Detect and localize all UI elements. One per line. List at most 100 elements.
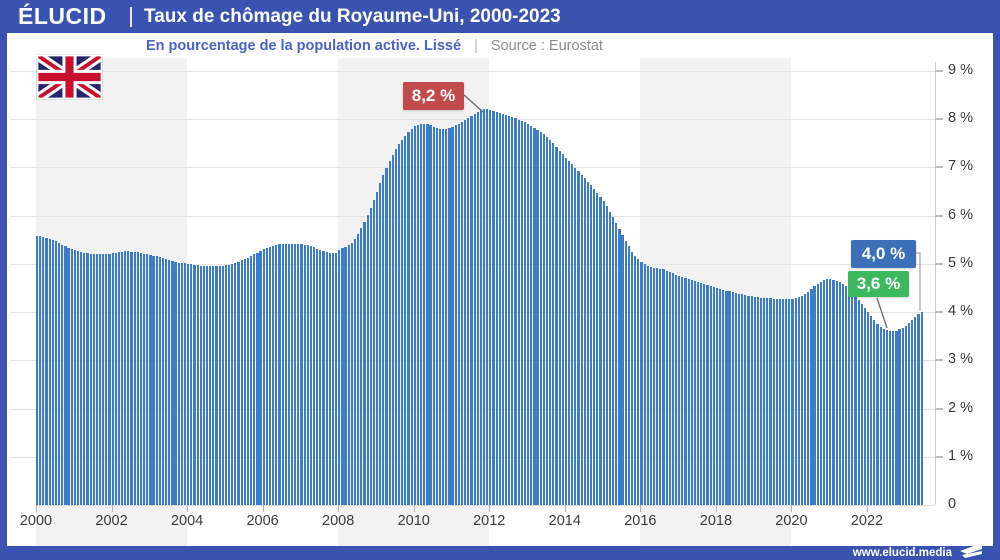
chart-bar [413,126,416,505]
chart-bar [492,110,495,505]
chart-bar [357,234,360,505]
x-axis-label: 2008 [322,513,355,529]
chart-bar [523,122,527,505]
chart-bar [731,292,734,505]
chart-bar [316,248,319,505]
chart-bar [763,297,766,505]
chart-bar [863,308,867,505]
chart-bar [612,217,615,505]
chart-bar [275,245,278,505]
chart-bar [788,299,791,505]
chart-bar [914,317,917,505]
chart-bar [234,262,237,505]
chart-bar [391,155,394,505]
chart-bar [574,167,577,505]
chart-bar [668,271,671,505]
chart-bar [127,251,130,505]
gridline [10,71,935,72]
chart-bar [703,284,706,505]
chart-bar [756,297,759,505]
chart-bar [401,139,404,505]
chart-bar [454,125,457,505]
chart-bar [643,263,646,505]
chart-bar [725,290,728,505]
chart-bar [139,252,143,505]
chart-bar [67,247,70,505]
chart-bar [684,278,687,505]
chart-bar [558,150,561,505]
chart-bar [797,297,800,505]
chart-bar [589,185,593,505]
header-bar: ÉLUCID Taux de chômage du Royaume-Uni, 2… [0,0,1000,33]
chart-bar [152,255,155,505]
chart-bar [505,114,508,505]
x-axis-label: 2022 [850,513,884,529]
chart-bar [608,211,612,505]
chart-bar [319,250,322,505]
chart-bar [854,296,857,505]
chart-bar [602,201,605,505]
chart-bar [552,143,555,505]
chart-bar [876,323,879,505]
chart-bar [901,327,904,505]
chart-bar [353,238,357,505]
chart-bar [460,121,464,505]
chart-bar [571,164,574,505]
chart-bar [678,275,681,505]
chart-bar [508,115,511,505]
chart-bar [429,125,432,505]
chart-bar [95,254,98,505]
chart-bar [659,268,662,505]
chart-bar [80,251,83,505]
chart-bar [627,246,630,505]
chart-bar [158,257,161,505]
chart-bar [136,252,139,505]
chart-bar [149,254,152,505]
chart-bar [536,129,539,505]
chart-bar [750,296,753,505]
y-axis-tick [935,262,943,265]
chart-bar [807,291,810,505]
chart-bar [681,277,684,505]
chart-bar [892,331,895,505]
chart-bar [61,244,64,505]
chart-bar [489,110,492,505]
chart-bar [621,234,624,505]
chart-bar [542,134,545,505]
chart-bar [778,299,782,505]
chart-bar [382,175,385,505]
x-axis-line [36,505,935,506]
chart-bar [766,298,769,505]
chart-bar [473,113,476,505]
chart-bar [785,299,788,505]
chart-bar [690,280,693,505]
chart-bar [813,286,816,505]
y-axis-label: 1 % [948,447,973,464]
chart-bar [596,192,599,505]
chart-bar [190,264,193,505]
footer-url[interactable]: www.elucid.media [852,547,952,559]
chart-bar [580,174,583,505]
chart-bar [205,266,209,505]
chart-bar [350,242,353,505]
chart-bar [646,265,649,505]
annotation-badge-last-value: 4,0 % [851,240,916,268]
x-axis-tick [715,505,717,512]
chart-bar [586,181,590,505]
chart-bar [895,330,898,505]
chart-bar [300,244,303,505]
chart-bar [215,266,218,505]
y-axis-tick [935,407,943,410]
chart-bar [102,254,105,505]
chart-bar [810,288,813,505]
y-axis-tick [935,455,943,458]
left-border-strip [0,33,7,560]
chart-bar [58,242,61,505]
background-stripe [640,58,792,546]
chart-bar [130,251,133,505]
chart-bar [432,126,435,505]
chart-bar [567,161,571,505]
chart-bar [124,251,127,505]
x-axis-tick [564,505,566,512]
x-axis-label: 2012 [473,513,506,529]
